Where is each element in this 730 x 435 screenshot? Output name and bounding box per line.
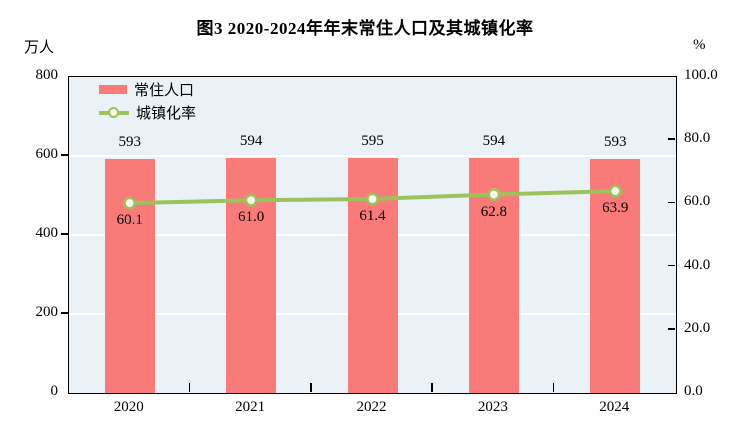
x-tick-mark-3 xyxy=(431,383,433,392)
left-tick-label-600: 600 xyxy=(35,146,59,162)
right-tick-mark-80 xyxy=(668,138,675,140)
line-marker-2024 xyxy=(608,184,622,198)
legend-label-urbanization: 城镇化率 xyxy=(136,106,197,122)
right-tick-mark-40 xyxy=(668,264,675,267)
right-tick-label-0.0: 0.0 xyxy=(684,383,703,399)
line-marker-2023 xyxy=(487,188,501,202)
left-tick-label-800: 800 xyxy=(35,67,59,83)
left-tick-mark-600 xyxy=(61,154,68,156)
x-axis-label-2021: 2021 xyxy=(235,399,266,415)
urbanization-line-series xyxy=(123,184,622,210)
x-axis-label-2020: 2020 xyxy=(113,399,144,415)
x-axis-label-2022: 2022 xyxy=(356,399,387,415)
bar-legend-swatch-icon xyxy=(99,85,127,94)
rate-label-2022: 61.4 xyxy=(359,207,386,224)
right-tick-label-100.0: 100.0 xyxy=(684,67,718,83)
x-axis-label-2023: 2023 xyxy=(477,399,508,415)
left-tick-mark-200 xyxy=(61,312,68,314)
bar-value-label-2024: 593 xyxy=(604,133,627,150)
bar-value-label-2022: 595 xyxy=(361,132,384,149)
bar-value-label-2020: 593 xyxy=(118,133,141,150)
left-tick-label-200: 200 xyxy=(35,304,59,320)
left-tick-label-400: 400 xyxy=(35,225,59,241)
bar-value-label-2023: 594 xyxy=(482,133,506,150)
rate-label-2020: 60.1 xyxy=(116,212,143,229)
right-tick-mark-60 xyxy=(668,201,675,204)
legend-item-urbanization: 城镇化率 xyxy=(99,101,196,124)
legend: 常住人口 城镇化率 xyxy=(99,78,196,124)
plot-area: 593 594 595 594 593 60.1 61.0 61.4 62.8 63.9 xyxy=(68,76,677,394)
left-tick-mark-400 xyxy=(61,233,68,235)
x-tick-mark-1 xyxy=(188,383,191,392)
right-tick-label-60.0: 60.0 xyxy=(684,193,711,210)
rate-label-2023: 62.8 xyxy=(480,203,508,220)
right-tick-mark-20 xyxy=(668,328,675,330)
chart-title: 图3 2020-2024年年末常住人口及其城镇化率 xyxy=(196,19,534,38)
right-tick-label-40.0: 40.0 xyxy=(684,256,711,273)
rate-label-2024: 63.9 xyxy=(602,200,629,217)
bar-2024 xyxy=(590,158,641,393)
line-marker-2022 xyxy=(365,192,379,206)
rate-label-2021: 61.0 xyxy=(237,209,265,226)
line-marker-2021 xyxy=(244,193,258,207)
x-axis-label-2024: 2024 xyxy=(599,399,630,415)
grid-line-600 xyxy=(69,155,676,157)
bar-value-label-2021: 594 xyxy=(239,133,263,150)
left-tick-label-0: 0 xyxy=(50,383,59,399)
legend-item-population: 常住人口 xyxy=(99,78,196,101)
right-axis-unit-label: % xyxy=(693,37,706,53)
line-marker-2020 xyxy=(123,196,137,210)
line-legend-marker-icon xyxy=(99,106,129,119)
right-tick-label-20.0: 20.0 xyxy=(684,319,711,336)
right-tick-label-80.0: 80.0 xyxy=(684,130,711,147)
left-axis-unit-label: 万人 xyxy=(24,40,55,56)
x-tick-mark-2 xyxy=(310,383,312,392)
legend-label-population: 常住人口 xyxy=(134,83,195,99)
x-tick-mark-4 xyxy=(552,383,555,392)
